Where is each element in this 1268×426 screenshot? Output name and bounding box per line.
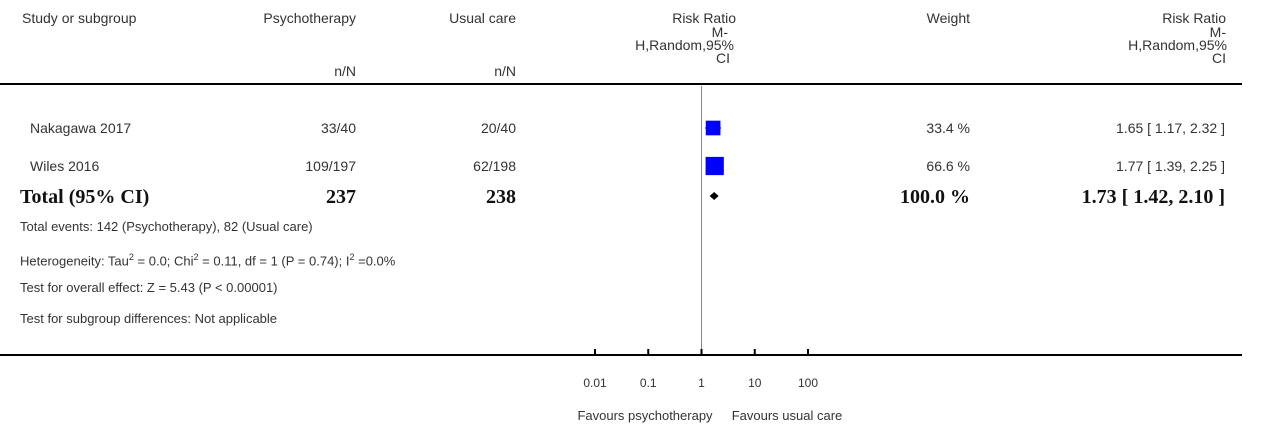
total-label: Total (95% CI) (20, 186, 150, 208)
study-weight-2: 66.6 % (926, 158, 970, 174)
total-ci: 1.73 [ 1.42, 2.10 ] (1081, 186, 1225, 208)
total-weight: 100.0 % (900, 186, 970, 208)
header-rr-method-1: M- (711, 24, 728, 40)
study-weight-square (705, 156, 724, 176)
header-usual-care: Usual care (449, 10, 516, 26)
axis-tick-label: 0.01 (583, 376, 607, 390)
header-weight: Weight (926, 10, 970, 26)
header-rr2-method-3: CI (1212, 50, 1226, 66)
total-exp: 237 (326, 186, 356, 208)
header-psychotherapy: Psychotherapy (263, 10, 356, 26)
favours-right-label: Favours usual care (731, 408, 843, 423)
study-weight-square (705, 120, 721, 136)
header-risk-ratio: Risk Ratio (672, 10, 736, 26)
axis-tick-label: 1 (698, 376, 705, 390)
pooled-diamond (709, 192, 719, 200)
total-ctl: 238 (486, 186, 516, 208)
footer-rule (0, 354, 1242, 356)
header-study: Study or subgroup (22, 10, 137, 26)
study-ctl-2: 62/198 (473, 158, 516, 174)
header-rr2-method-2: H,Random,95% (1128, 37, 1227, 53)
study-name-1: Nakagawa 2017 (30, 120, 132, 136)
study-ci-2: 1.77 [ 1.39, 2.25 ] (1116, 158, 1225, 174)
header-ctl-nN: n/N (494, 63, 516, 79)
study-exp-1: 33/40 (320, 120, 356, 136)
header-exp-nN: n/N (334, 63, 356, 79)
study-ctl-1: 20/40 (480, 120, 516, 136)
header-rr2-method-1: M- (1209, 24, 1226, 40)
axis-tick-label: 0.1 (640, 376, 657, 390)
axis-tick-label: 100 (798, 376, 818, 390)
subgroup-note: Test for subgroup differences: Not appli… (20, 311, 278, 326)
header-rr-method-3: CI (716, 50, 730, 66)
study-name-2: Wiles 2016 (30, 158, 100, 174)
header-rule (0, 83, 1242, 85)
header-risk-ratio-2: Risk Ratio (1162, 10, 1226, 26)
overall-effect-note: Test for overall effect: Z = 5.43 (P < 0… (20, 280, 278, 295)
axis-tick-label: 10 (748, 376, 762, 390)
study-exp-2: 109/197 (305, 158, 356, 174)
heterogeneity-note: Heterogeneity: Tau2 = 0.0; Chi2 = 0.11, … (20, 252, 396, 269)
header-rr-method-2: H,Random,95% (635, 37, 734, 53)
study-ci-1: 1.65 [ 1.17, 2.32 ] (1116, 120, 1225, 136)
study-weight-1: 33.4 % (926, 120, 970, 136)
total-events-note: Total events: 142 (Psychotherapy), 82 (U… (20, 219, 313, 234)
favours-left-label: Favours psychotherapy (577, 408, 713, 423)
